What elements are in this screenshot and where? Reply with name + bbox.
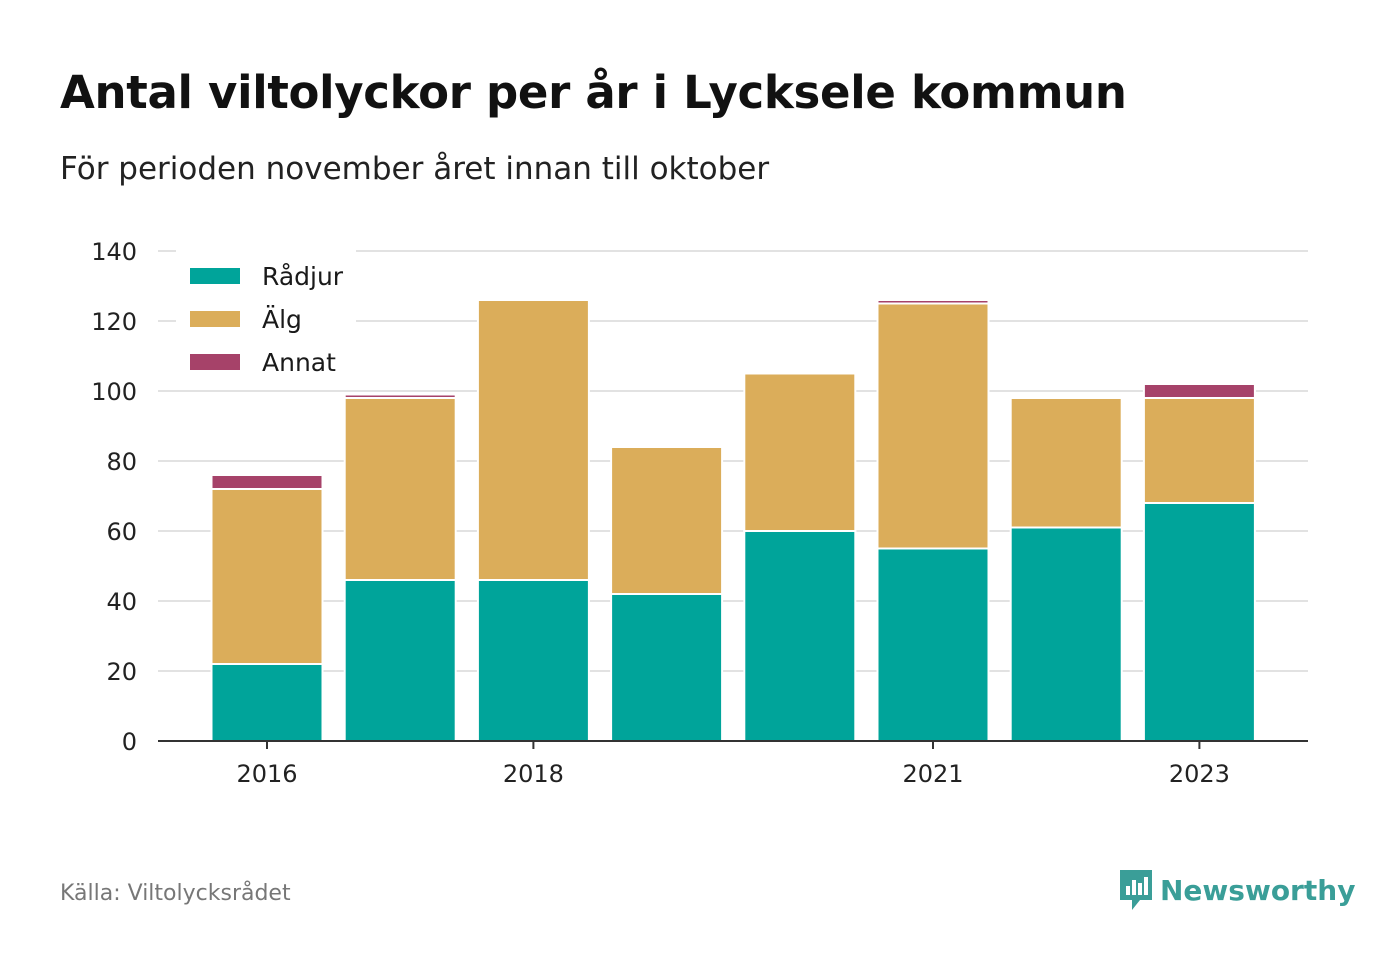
source-note: Källa: Viltolycksrådet xyxy=(60,881,291,906)
bar-segment--lg-2021 xyxy=(876,302,990,550)
bar-segment--lg-2020 xyxy=(743,372,857,532)
bar-segment-annat-2021 xyxy=(876,299,990,305)
y-tick-label: 40 xyxy=(106,588,137,616)
legend-swatch xyxy=(190,311,240,327)
x-tick-label: 2021 xyxy=(902,760,963,788)
bar-segment--lg-2016 xyxy=(210,488,324,665)
bar-segment--lg-2019 xyxy=(610,446,724,595)
legend-swatch xyxy=(190,268,240,284)
y-tick-label: 0 xyxy=(122,728,137,756)
legend-swatch xyxy=(190,354,240,370)
y-tick-label: 60 xyxy=(106,518,137,546)
bar-segment-r-djur-2020 xyxy=(743,530,857,742)
legend: Rådjur Älg Annat xyxy=(176,250,356,390)
bar-segment--lg-2018 xyxy=(476,299,590,581)
x-axis-ticks: 2016 2018 2021 2023 xyxy=(236,741,1230,788)
bars xyxy=(210,299,1256,742)
x-tick-label: 2023 xyxy=(1169,760,1230,788)
legend-label: Annat xyxy=(262,348,336,377)
bar-segment--lg-2017 xyxy=(343,397,457,581)
bar-segment--lg-2023 xyxy=(1142,397,1256,504)
bar-segment-r-djur-2021 xyxy=(876,547,990,742)
chart-title: Antal viltolyckor per år i Lycksele komm… xyxy=(60,66,1127,119)
x-tick-label: 2016 xyxy=(236,760,297,788)
bar-segment-r-djur-2016 xyxy=(210,663,324,742)
bar-segment-r-djur-2023 xyxy=(1142,502,1256,742)
bar-segment-r-djur-2022 xyxy=(1009,526,1123,742)
legend-label: Rådjur xyxy=(262,262,344,291)
bar-segment-annat-2016 xyxy=(210,474,324,490)
legend-label: Älg xyxy=(262,305,302,334)
y-tick-label: 80 xyxy=(106,448,137,476)
bar-segment-r-djur-2017 xyxy=(343,579,457,742)
brand-name: Newsworthy xyxy=(1160,873,1356,907)
y-tick-label: 140 xyxy=(91,238,137,266)
bar-segment-r-djur-2018 xyxy=(476,579,590,742)
y-tick-label: 120 xyxy=(91,308,137,336)
chart-subtitle: För perioden november året innan till ok… xyxy=(60,151,770,187)
y-tick-label: 100 xyxy=(91,378,137,406)
bar-segment-annat-2017 xyxy=(343,393,457,399)
brand-logo: Newsworthy xyxy=(1118,868,1355,912)
bar-segment-r-djur-2019 xyxy=(610,593,724,742)
bar-segment--lg-2022 xyxy=(1009,397,1123,529)
y-axis-ticks: 0 20 40 60 80 100 120 140 xyxy=(91,238,137,756)
bar-segment-annat-2023 xyxy=(1142,383,1256,399)
y-tick-label: 20 xyxy=(106,658,137,686)
x-tick-label: 2018 xyxy=(503,760,564,788)
newsworthy-logo-icon xyxy=(1120,870,1152,910)
